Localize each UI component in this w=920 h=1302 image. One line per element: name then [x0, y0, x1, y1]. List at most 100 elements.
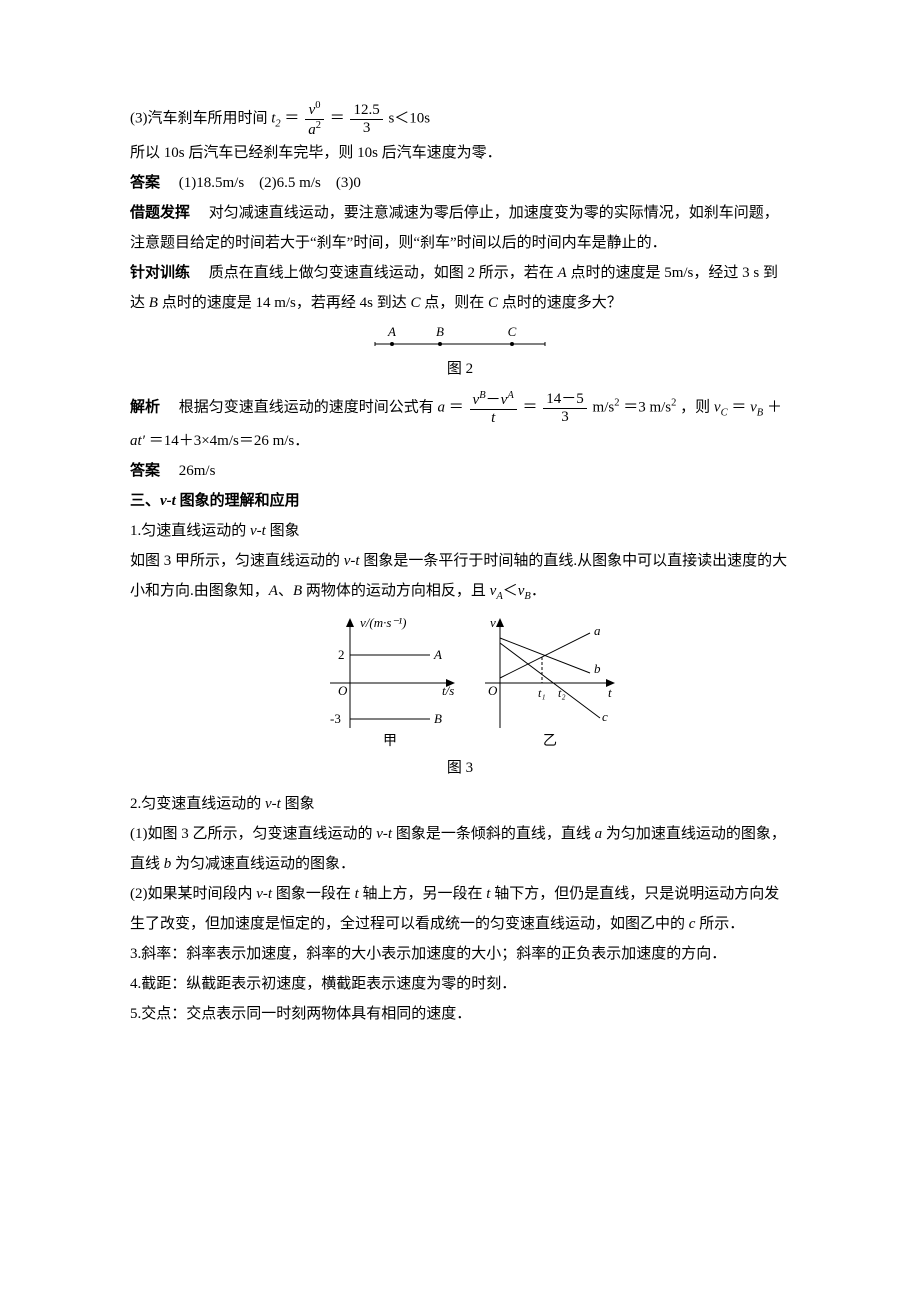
den-a: a — [308, 122, 316, 138]
label-c: C — [508, 324, 517, 339]
text: 1.匀速直线运动的 — [130, 523, 250, 539]
point-c: C — [488, 295, 498, 311]
xlabel: t/s — [442, 683, 454, 698]
vt: v-t — [160, 493, 176, 509]
text: 为匀减速直线运动的图象． — [171, 856, 355, 872]
vt: v-t — [265, 796, 281, 812]
t2: t₂ — [558, 686, 566, 700]
para-answer-2: 答案 26m/s — [130, 456, 790, 486]
fraction-dv-over-t: vB－vA t — [468, 390, 519, 426]
item-4: 4.截距：纵截距表示初速度，横截距表示速度为零的时刻． — [130, 969, 790, 999]
fraction-14-5-over-3: 14－5 3 — [541, 391, 589, 425]
den: 3 — [350, 120, 382, 137]
eq: ＝ — [731, 399, 746, 415]
answers-text: (1)18.5m/s (2)6.5 m/s (3)0 — [164, 175, 361, 191]
ylabel: v/(m·s⁻¹) — [360, 615, 407, 630]
num: 14－5 — [543, 391, 587, 409]
text: ． — [531, 583, 546, 599]
ylabel: v — [490, 615, 496, 630]
text: (2)如果某时间段内 — [130, 886, 256, 902]
text: 点，则在 — [424, 295, 488, 311]
tick-neg3: -3 — [330, 711, 341, 726]
text: 根据匀变速直线运动的速度时间公式有 — [164, 399, 438, 415]
label-answer: 答案 — [130, 463, 160, 479]
eq: ＝ — [330, 110, 345, 126]
v: v — [750, 399, 757, 415]
t1: t₁ — [538, 686, 546, 700]
figure-2: A B C 图 2 — [130, 324, 790, 384]
vt-graphs: v/(m·s⁻¹) t/s O 2 A -3 B 甲 v t O a b — [300, 613, 620, 753]
para-conclusion: 所以 10s 后汽车已经刹车完毕，则 10s 后汽车速度为零． — [130, 138, 790, 168]
sup-a: A — [507, 390, 513, 401]
t: t — [491, 410, 495, 426]
text: 、 — [278, 583, 293, 599]
sup: 2 — [614, 397, 619, 408]
label-a: A — [387, 324, 396, 339]
xlabel: t — [608, 685, 612, 700]
para-analysis: 解析 根据匀变速直线运动的速度时间公式有 a ＝ vB－vA t ＝ 14－5 … — [130, 390, 790, 456]
text: 图象是一条倾斜的直线，直线 — [392, 826, 595, 842]
item-2-1: (1)如图 3 乙所示，匀变速直线运动的 v-t 图象是一条倾斜的直线，直线 a… — [130, 819, 790, 879]
at: at — [130, 433, 142, 449]
text: 图象一段在 — [272, 886, 355, 902]
label-training: 针对训练 — [130, 265, 190, 281]
num: 12.5 — [350, 102, 382, 120]
origin: O — [338, 683, 348, 698]
lt: ＜ — [503, 583, 518, 599]
plus: ＋ — [767, 399, 782, 415]
text: 图象 — [281, 796, 315, 812]
text: 点时的速度是 14 m/s，若再经 4s 到达 — [162, 295, 411, 311]
den: 3 — [543, 409, 587, 426]
text: s＜10s — [388, 110, 430, 126]
section-3-heading: 三、v-t 图象的理解和应用 — [130, 486, 790, 516]
sup: 2 — [316, 120, 321, 131]
a: a — [595, 826, 603, 842]
text: (3)汽车刹车所用时间 — [130, 110, 271, 126]
item-3: 3.斜率：斜率表示加速度，斜率的大小表示加速度的大小；斜率的正负表示加速度的方向… — [130, 939, 790, 969]
eq: ＝ — [523, 399, 538, 415]
label-b: B — [436, 324, 444, 339]
text: 2.匀变速直线运动的 — [130, 796, 265, 812]
b: B — [293, 583, 302, 599]
line-c: c — [602, 709, 608, 724]
heading-prefix: 三、 — [130, 493, 160, 509]
point-c: C — [410, 295, 420, 311]
text: ＝3 m/s — [623, 399, 671, 415]
text: 两物体的运动方向相反，且 — [302, 583, 490, 599]
vt: v-t — [376, 826, 392, 842]
vt: v-t — [250, 523, 266, 539]
label-answer: 答案 — [130, 175, 160, 191]
para-note: 借题发挥 对匀减速直线运动，要注意减速为零后停止，加速度变为零的实际情况，如刹车… — [130, 198, 790, 258]
text: 质点在直线上做匀变速直线运动，如图 2 所示，若在 — [194, 265, 558, 281]
item-1-heading: 1.匀速直线运动的 v-t 图象 — [130, 516, 790, 546]
fraction-12p5-over-3: 12.5 3 — [348, 102, 384, 136]
label-note: 借题发挥 — [130, 205, 190, 221]
minus: － — [486, 392, 501, 408]
sub-caption-right: 乙 — [543, 733, 557, 749]
para-answers: 答案 (1)18.5m/s (2)6.5 m/s (3)0 — [130, 168, 790, 198]
label-b: B — [434, 711, 442, 726]
point-b: B — [149, 295, 158, 311]
v: v — [714, 399, 721, 415]
vt: v-t — [344, 553, 360, 569]
item-5: 5.交点：交点表示同一时刻两物体具有相同的速度． — [130, 999, 790, 1029]
a: A — [269, 583, 278, 599]
line-a: a — [594, 623, 601, 638]
eq: ＝ — [449, 399, 464, 415]
sub-c: C — [721, 407, 728, 418]
line-diagram: A B C — [370, 324, 550, 354]
text: m/s — [593, 399, 615, 415]
text: 如图 3 甲所示，匀速直线运动的 — [130, 553, 344, 569]
vt: v-t — [256, 886, 272, 902]
prime: ′ — [142, 433, 145, 449]
answer-text: 26m/s — [164, 463, 216, 479]
label-analysis: 解析 — [130, 399, 160, 415]
eq: ＝ — [284, 110, 299, 126]
item-2-2: (2)如果某时间段内 v-t 图象一段在 t 轴上方，另一段在 t 轴下方，但仍… — [130, 879, 790, 939]
sub-caption-left: 甲 — [383, 734, 397, 749]
sub-b: B — [757, 407, 763, 418]
item-1-body: 如图 3 甲所示，匀速直线运动的 v-t 图象是一条平行于时间轴的直线.从图象中… — [130, 546, 790, 607]
heading-suffix: 图象的理解和应用 — [176, 493, 300, 509]
sup: 0 — [315, 100, 320, 111]
label-a: A — [433, 647, 442, 662]
